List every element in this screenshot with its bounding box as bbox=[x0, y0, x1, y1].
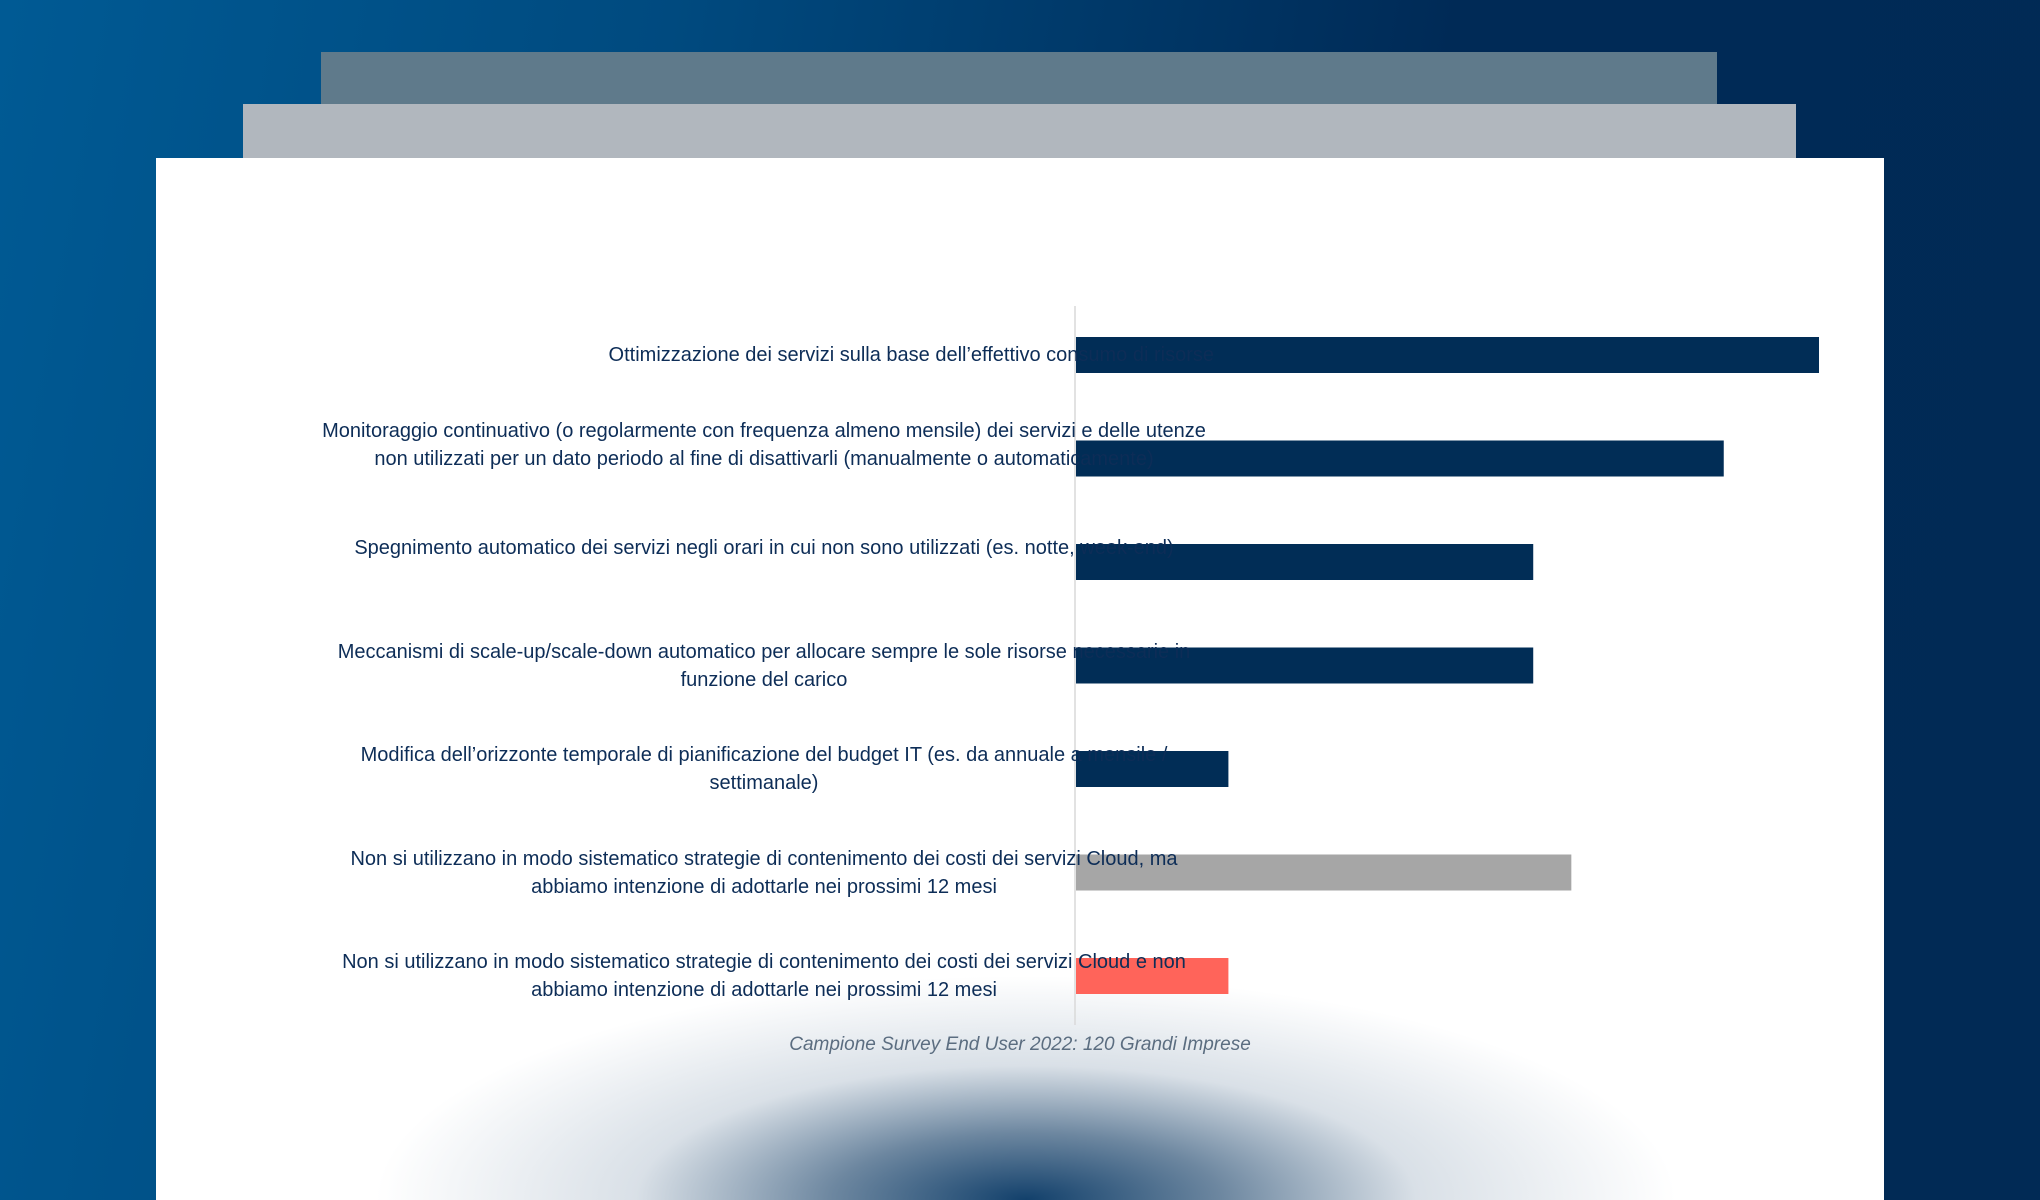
category-label: Non si utilizzano in modo sistematico st… bbox=[350, 847, 1178, 898]
bar-5 bbox=[1076, 751, 1229, 787]
bar-6 bbox=[1076, 854, 1572, 891]
bar-3 bbox=[1076, 544, 1534, 580]
category-label: Spegnimento automatico dei servizi negli… bbox=[354, 537, 1174, 559]
bar-chart bbox=[1074, 306, 1819, 1025]
category-label: Meccanismi di scale-up/scale-down automa… bbox=[337, 640, 1191, 691]
bar-4 bbox=[1076, 647, 1534, 684]
bar-7 bbox=[1076, 958, 1229, 994]
bottom-glow bbox=[376, 920, 1676, 1200]
bar-2 bbox=[1076, 440, 1724, 477]
category-label: Non si utilizzano in modo sistematico st… bbox=[342, 951, 1186, 1001]
chart-caption: Campione Survey End User 2022: 120 Grand… bbox=[789, 1034, 1251, 1055]
bar-1 bbox=[1076, 337, 1819, 373]
category-label: Ottimizzazione dei servizi sulla base de… bbox=[608, 344, 1214, 366]
category-label: Modifica dell’orizzonte temporale di pia… bbox=[360, 744, 1168, 794]
category-label: Monitoraggio continuativo (o regolarment… bbox=[322, 419, 1206, 470]
chart-card: Ottimizzazione dei servizi sulla base de… bbox=[156, 158, 1884, 1200]
